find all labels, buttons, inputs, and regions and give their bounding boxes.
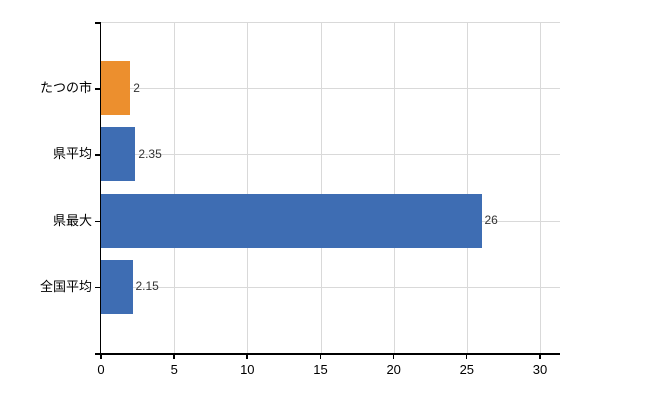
x-tick-label: 0 (97, 362, 105, 377)
x-axis-tick (539, 353, 541, 359)
x-axis-tick (173, 353, 175, 359)
y-axis-tick (95, 88, 101, 90)
x-tick-label: 20 (386, 362, 401, 377)
x-tick-label: 25 (459, 362, 475, 377)
value-label: 26 (484, 213, 498, 228)
vertical-gridline (466, 22, 468, 353)
category-label: 県最大 (52, 212, 92, 228)
category-label: 県平均 (52, 146, 92, 162)
bar-全国平均 (101, 259, 133, 314)
horizontal-gridline (101, 286, 560, 288)
value-label: 2.35 (138, 146, 162, 161)
category-label: 全国平均 (39, 278, 92, 294)
x-axis-tick (319, 353, 321, 359)
x-axis-tick (246, 353, 248, 359)
bar-県平均 (101, 127, 136, 182)
bar-たつの市 (101, 61, 131, 116)
x-axis-tick (100, 353, 102, 359)
vertical-gridline (540, 22, 541, 353)
vertical-gridline (393, 22, 395, 353)
y-axis-line (99, 22, 101, 359)
x-axis-tick (465, 353, 468, 359)
x-tick-label: 15 (313, 362, 328, 377)
vertical-gridline (320, 22, 322, 353)
horizontal-gridline (101, 154, 560, 156)
x-tick-label: 5 (170, 362, 178, 377)
y-axis-tick (95, 286, 101, 289)
value-label: 2.15 (135, 279, 159, 294)
bar-県最大 (101, 193, 482, 248)
x-tick-label: 30 (532, 362, 548, 377)
vertical-gridline (247, 22, 249, 353)
x-axis-line (95, 353, 560, 355)
y-axis-tick (95, 154, 101, 156)
value-label: 2 (133, 80, 140, 95)
x-axis-tick (392, 353, 395, 359)
y-axis-tick (95, 22, 101, 24)
vertical-gridline (174, 22, 176, 353)
category-label: たつの市 (39, 80, 92, 96)
x-tick-label: 10 (240, 362, 255, 377)
y-axis-tick (95, 220, 101, 223)
horizontal-gridline (101, 22, 560, 23)
horizontal-gridline (101, 88, 560, 90)
